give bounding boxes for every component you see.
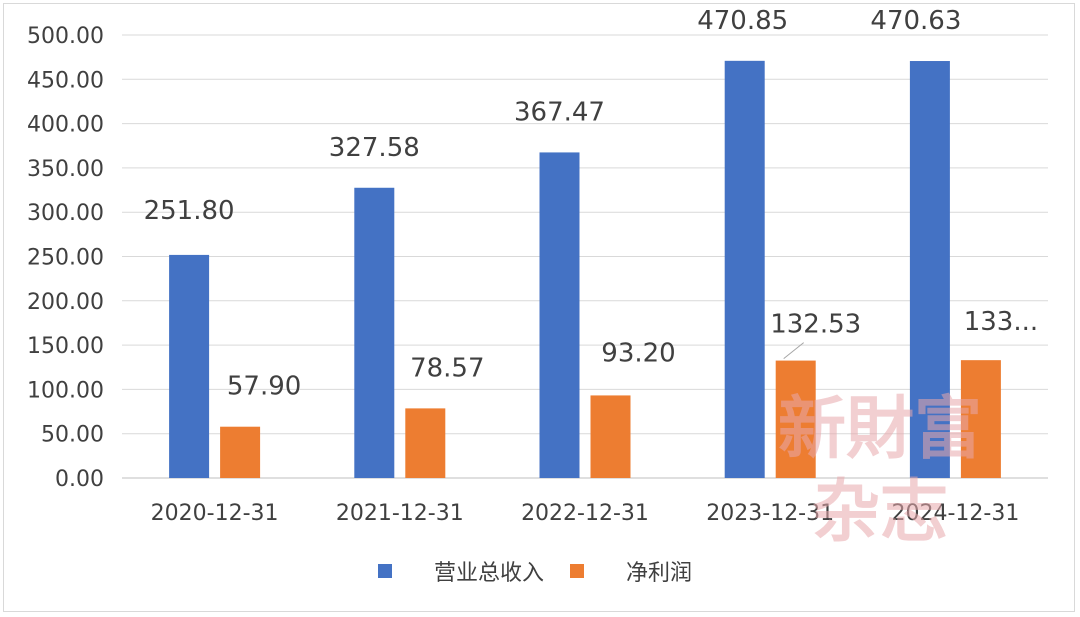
data-labels: 251.80 57.90 327.58 78.57 367.47 93.20 470.85 1… [144,6,1039,402]
y-tick-label: 100.00 [27,378,104,403]
watermark: 新財富 杂志 [778,389,982,552]
legend-label-revenue: 营业总收入 [434,561,544,586]
data-label: 470.63 [870,6,961,36]
y-tick-label: 150.00 [27,334,104,359]
bar-net-profit [220,426,261,478]
y-tick-label: 300.00 [27,201,104,226]
data-label: 57.90 [227,372,301,402]
gridlines [122,34,1048,479]
y-axis-ticks: 0.00 50.00 100.00 150.00 200.00 250.00 300.00 3… [27,24,104,492]
y-tick-label: 0.00 [55,467,104,492]
y-tick-label: 200.00 [27,290,104,315]
bar-net-profit [775,360,816,478]
y-tick-label: 350.00 [27,157,104,182]
bar-revenue [909,61,950,478]
y-tick-label: 250.00 [27,246,104,271]
y-tick-label: 450.00 [27,68,104,93]
data-label: 133... [964,307,1038,337]
x-tick-label: 2021-12-31 [336,501,464,526]
bar-revenue [539,152,580,479]
legend-label-net-profit: 净利润 [626,561,692,586]
bars [169,60,1001,479]
leader-line [783,342,805,359]
y-tick-label: 50.00 [41,423,104,448]
y-tick-label: 500.00 [27,24,104,49]
data-label: 367.47 [514,97,605,127]
bar-revenue [169,254,210,478]
legend-swatch-revenue [378,564,392,578]
legend-swatch-net-profit [570,564,584,578]
x-tick-label: 2022-12-31 [521,501,649,526]
x-tick-label: 2020-12-31 [151,501,279,526]
data-label: 251.80 [144,196,235,226]
bar-net-profit [590,395,631,478]
y-tick-label: 400.00 [27,113,104,138]
data-label: 132.53 [770,310,861,340]
x-axis-ticks: 2020-12-31 2021-12-31 2022-12-31 2023-12-31… [151,501,1020,526]
x-tick-label: 2023-12-31 [706,501,834,526]
bar-net-profit [405,408,446,478]
bar-revenue [354,187,395,479]
watermark-line-1: 新財富 [778,389,982,469]
data-label: 78.57 [410,353,484,383]
data-label: 327.58 [329,133,420,163]
bar-revenue [724,60,765,478]
legend: 营业总收入 净利润 [378,561,692,586]
data-label: 93.20 [601,338,675,368]
x-tick-label: 2024-12-31 [891,501,1019,526]
data-label: 470.85 [697,6,788,36]
watermark-line-2: 杂志 [812,472,948,552]
bar-net-profit [960,360,1001,478]
